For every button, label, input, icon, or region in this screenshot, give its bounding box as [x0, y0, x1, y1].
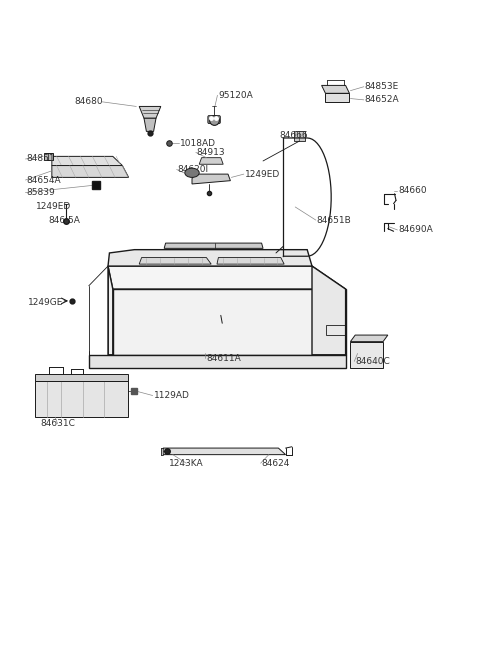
Text: 95120A: 95120A	[218, 91, 253, 100]
Polygon shape	[144, 118, 156, 131]
Polygon shape	[139, 106, 161, 118]
Polygon shape	[44, 153, 53, 160]
Text: 84690A: 84690A	[398, 225, 433, 235]
Text: 1249GE: 1249GE	[28, 298, 63, 307]
Text: 84611A: 84611A	[206, 353, 241, 363]
Text: 1018AD: 1018AD	[180, 139, 216, 148]
Text: 1129AD: 1129AD	[154, 391, 190, 400]
Polygon shape	[217, 258, 284, 264]
Polygon shape	[52, 156, 122, 166]
Text: 1249ED: 1249ED	[245, 170, 280, 179]
Polygon shape	[192, 174, 230, 184]
Text: 84640C: 84640C	[355, 357, 390, 366]
Text: 846·5A: 846·5A	[48, 215, 80, 225]
Text: 84624: 84624	[262, 459, 290, 468]
Text: 85839: 85839	[26, 188, 55, 197]
Polygon shape	[325, 93, 349, 102]
Polygon shape	[113, 289, 346, 355]
Text: 84620I: 84620I	[178, 165, 209, 174]
Text: 84631C: 84631C	[40, 419, 75, 428]
Text: 84680: 84680	[74, 97, 103, 106]
Text: 84660: 84660	[398, 186, 427, 195]
Polygon shape	[89, 355, 346, 368]
Polygon shape	[163, 448, 286, 455]
Polygon shape	[199, 158, 223, 164]
Polygon shape	[35, 374, 128, 381]
Polygon shape	[350, 335, 388, 342]
Polygon shape	[52, 166, 129, 177]
Text: 84652A: 84652A	[365, 95, 399, 104]
Text: 1243KA: 1243KA	[169, 459, 204, 468]
Text: 84651B: 84651B	[317, 215, 351, 225]
Polygon shape	[108, 250, 312, 266]
Text: 84654A: 84654A	[26, 175, 61, 185]
Text: 1249ED: 1249ED	[36, 202, 71, 212]
Polygon shape	[294, 131, 305, 141]
Polygon shape	[139, 258, 211, 264]
Polygon shape	[108, 266, 113, 355]
Polygon shape	[108, 266, 346, 289]
Polygon shape	[312, 266, 346, 355]
Polygon shape	[35, 381, 128, 417]
Ellipse shape	[185, 168, 199, 177]
Text: 84666: 84666	[279, 131, 308, 141]
Text: 84913: 84913	[197, 148, 226, 157]
Polygon shape	[164, 243, 263, 248]
FancyBboxPatch shape	[208, 116, 220, 124]
Polygon shape	[322, 85, 349, 93]
Text: 84851: 84851	[26, 154, 55, 164]
Polygon shape	[350, 342, 383, 368]
Text: 84853E: 84853E	[365, 82, 399, 91]
